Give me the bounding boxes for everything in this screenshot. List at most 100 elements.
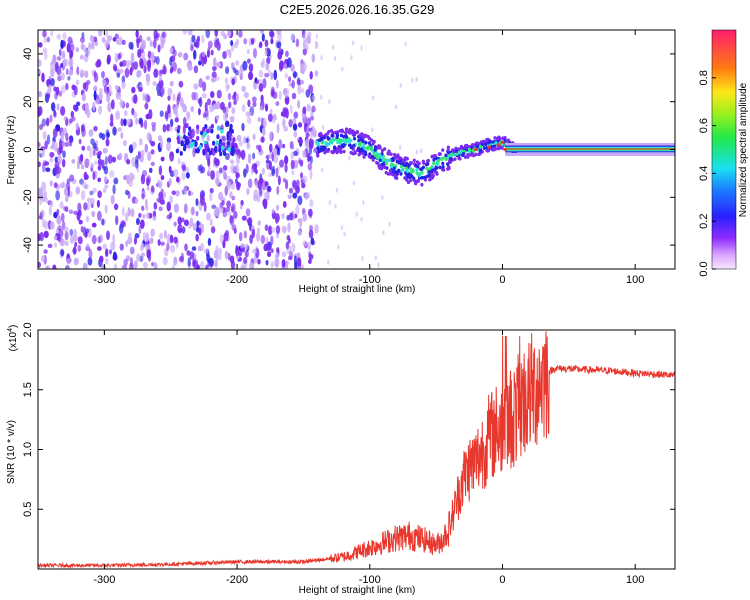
spectrogram-noise-cell: [320, 167, 324, 173]
spectrogram-noise-cell: [123, 258, 128, 267]
spectrogram-signal-cell: [215, 140, 219, 146]
spectrogram-noise-cell: [222, 169, 227, 176]
spectrogram-signal-cell: [204, 124, 208, 129]
spectrogram-noise-cell: [224, 77, 228, 83]
spectrogram-noise-cell: [243, 168, 247, 178]
spectrogram-noise-cell: [216, 89, 222, 99]
spectrogram-noise-cell: [185, 172, 190, 179]
spectrogram-signal-cell: [383, 147, 387, 151]
spectrogram-noise-cell: [153, 68, 159, 79]
spectrogram-noise-cell: [252, 133, 256, 141]
spectrogram-noise-cell: [219, 233, 224, 244]
spectrogram-xtick-label: -200: [226, 274, 248, 286]
spectrogram-noise-cell: [113, 263, 118, 269]
spectrogram-signal-cell: [357, 152, 361, 157]
spectrogram-noise-cell: [80, 164, 85, 170]
spectrogram-signal-cell: [475, 144, 479, 149]
spectrogram-noise-cell: [80, 225, 84, 233]
spectrogram-noise-cell: [43, 37, 47, 44]
spectrogram-noise-cell: [58, 228, 64, 238]
spectrogram-noise-cell: [152, 81, 157, 86]
spectrogram-noise-cell: [218, 167, 223, 174]
spectrogram-noise-cell: [148, 108, 153, 120]
spectrogram-noise-cell: [419, 148, 423, 154]
spectrogram-noise-cell: [146, 186, 150, 191]
spectrogram-noise-cell: [60, 212, 65, 222]
spectrogram-noise-cell: [241, 122, 245, 132]
spectrogram-signal-cell: [410, 174, 414, 179]
colorbar-tick-label: 0.8: [698, 70, 710, 85]
spectrogram-signal-cell: [342, 144, 346, 148]
spectrogram-noise-cell: [258, 79, 263, 84]
spectrogram-noise-cell: [229, 191, 233, 199]
spectrogram-noise-cell: [70, 44, 75, 52]
spectrogram-noise-cell: [158, 76, 163, 82]
spectrogram-noise-cell: [302, 149, 307, 158]
spectrogram-noise-cell: [348, 155, 351, 161]
spectrogram-noise-cell: [248, 63, 254, 73]
spectrogram-noise-cell: [158, 206, 163, 212]
spectrogram-noise-cell: [310, 237, 315, 246]
spectrogram-noise-cell: [102, 243, 107, 250]
spectrogram-noise-cell: [309, 155, 313, 165]
spectrogram-signal-cell: [362, 146, 366, 151]
spectrogram-noise-cell: [245, 111, 251, 118]
spectrogram-xlabel: Height of straight line (km): [299, 284, 416, 295]
spectrogram-noise-cell: [97, 93, 104, 101]
spectrogram-noise-cell: [202, 81, 207, 92]
spectrogram-noise-cell: [153, 202, 158, 210]
spectrogram-noise-cell: [183, 104, 188, 113]
spectrogram-noise-cell: [314, 40, 319, 50]
spectrogram-signal-cell: [380, 166, 384, 171]
spectrogram-noise-cell: [119, 61, 124, 67]
spectrogram-noise-cell: [276, 204, 280, 211]
spectrogram-noise-cell: [93, 85, 98, 92]
spectrogram-noise-cell: [123, 118, 127, 127]
spectrogram-noise-cell: [382, 230, 385, 236]
spectrogram-noise-cell: [141, 252, 145, 258]
spectrogram-signal-cell: [383, 165, 387, 170]
spectrogram-noise-cell: [274, 253, 279, 260]
spectrogram-noise-cell: [133, 111, 138, 119]
spectrogram-noise-cell: [131, 61, 135, 72]
spectrogram-noise-cell: [50, 102, 56, 112]
spectrogram-noise-cell: [123, 175, 127, 181]
spectrogram-noise-cell: [66, 42, 71, 53]
spectrogram-signal-cell: [438, 152, 442, 156]
spectrogram-noise-cell: [81, 145, 86, 151]
spectrogram-signal-cell: [204, 148, 208, 154]
spectrogram-noise-cell: [49, 156, 54, 163]
spectrogram-noise-cell: [86, 79, 91, 85]
spectrogram-tone-band: [505, 143, 675, 146]
spectrogram-noise-cell: [75, 186, 81, 195]
spectrogram-signal-cell: [323, 133, 328, 138]
spectrogram-noise-cell: [225, 81, 229, 92]
spectrogram-noise-cell: [169, 234, 174, 244]
spectrogram-noise-cell: [64, 240, 69, 247]
spectrogram-signal-cell: [186, 139, 190, 145]
spectrogram-noise-cell: [160, 156, 165, 162]
spectrogram-tone-band: [505, 148, 675, 150]
spectrogram-noise-cell: [55, 86, 60, 96]
spectrogram-noise-cell: [227, 252, 231, 261]
spectrogram-noise-cell: [285, 179, 289, 190]
spectrogram-noise-cell: [169, 47, 174, 54]
spectrogram-noise-cell: [50, 67, 55, 78]
spectrogram-noise-cell: [102, 188, 107, 193]
spectrogram-noise-cell: [311, 53, 316, 63]
spectrogram-noise-cell: [274, 213, 280, 223]
spectrogram-noise-cell: [127, 232, 133, 240]
spectrogram-signal-cell: [445, 162, 450, 166]
spectrogram-signal-cell: [386, 172, 391, 176]
spectrogram-noise-cell: [278, 60, 285, 70]
spectrogram-noise-cell: [171, 264, 176, 269]
spectrogram-noise-cell: [266, 244, 271, 252]
spectrogram-noise-cell: [169, 80, 174, 87]
spectrogram-noise-cell: [101, 218, 105, 226]
spectrogram-noise-cell: [205, 264, 209, 269]
spectrogram-noise-cell: [158, 180, 163, 189]
spectrogram-noise-cell: [196, 35, 201, 43]
spectrogram-noise-cell: [58, 90, 63, 97]
spectrogram-noise-cell: [95, 60, 101, 68]
spectrogram-noise-cell: [210, 49, 214, 56]
